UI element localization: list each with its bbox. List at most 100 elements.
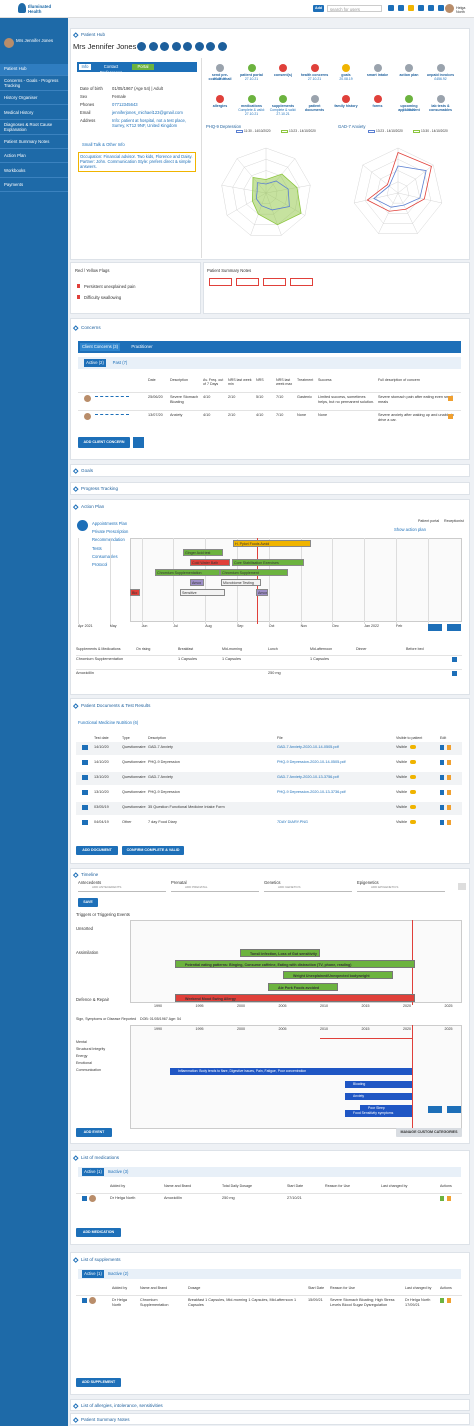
sidebar-item[interactable]: History Organiser <box>0 93 68 105</box>
edit-icon[interactable] <box>440 1196 444 1201</box>
category-input[interactable]: ADD ANTECEDENTS <box>78 885 166 892</box>
toggle[interactable] <box>410 790 416 794</box>
tab[interactable]: Info <box>79 64 91 70</box>
toggle[interactable] <box>410 745 416 749</box>
hub-action-icon[interactable] <box>217 42 227 51</box>
delete-icon[interactable] <box>447 760 451 765</box>
sidebar-item[interactable]: Patient Hub <box>0 64 68 76</box>
symptom-bar[interactable]: Inflammation: Body tends to flare, Diges… <box>170 1068 412 1075</box>
sidebar-item[interactable]: Medical History <box>0 108 68 120</box>
button[interactable]: ADD MEDICATION <box>76 1228 121 1237</box>
hub-action-icon[interactable] <box>183 42 192 51</box>
search[interactable]: search for users <box>327 5 382 12</box>
button[interactable]: CONFIRM COMPLETE & VALID <box>122 846 184 855</box>
hub-action-icon[interactable] <box>206 42 215 51</box>
hub-action-icon[interactable] <box>148 42 158 51</box>
edit-icon[interactable] <box>440 760 444 765</box>
edit-icon[interactable] <box>440 805 444 810</box>
hub-action-icon[interactable] <box>171 42 181 51</box>
event-bar[interactable]: Weekend Mood Swing Allergy <box>175 994 415 1002</box>
button[interactable]: MANAGE CUSTOM CATEGORIES <box>396 1128 462 1137</box>
sidebar-item[interactable]: Patient Summary Notes <box>0 137 68 149</box>
tab[interactable]: Contact Preferences <box>99 64 123 75</box>
gantt-bar[interactable]: H. Pylori Foods Avoid <box>233 540 311 547</box>
tab[interactable]: Practitioner Concerns <box>131 344 153 357</box>
event-bar[interactable]: Weight Unexplained/Unexpected bodyweight <box>283 971 393 979</box>
nav-button[interactable] <box>428 1106 442 1113</box>
symptom-bar[interactable]: Bloating <box>345 1080 412 1088</box>
delete-icon[interactable] <box>447 775 451 780</box>
delete-icon[interactable] <box>447 805 451 810</box>
edit-icon[interactable] <box>440 1298 444 1303</box>
toggle[interactable] <box>410 805 416 809</box>
event-bar[interactable]: Potential eating patterns: Binging, Cons… <box>175 960 415 968</box>
button[interactable]: Add <box>313 5 324 12</box>
sidebar-item[interactable]: Payments <box>0 180 68 192</box>
edit-icon[interactable] <box>440 745 444 750</box>
button[interactable]: ADD DOCUMENT <box>76 846 118 855</box>
category-input[interactable]: ADD GENETICS <box>264 885 352 892</box>
gantt-bar[interactable]: Chromium Supplementation <box>155 569 220 576</box>
category-input[interactable]: ADD EPIGENETICS <box>357 885 445 892</box>
subtab[interactable]: Past (7) <box>112 360 128 365</box>
gantt-bar[interactable]: Bio <box>130 589 140 596</box>
add-circle[interactable] <box>77 520 88 531</box>
gantt-bar[interactable]: Microbiome Testing <box>221 579 261 586</box>
tab[interactable]: Portal <box>132 64 154 70</box>
toggle[interactable] <box>410 760 416 764</box>
event-bar[interactable]: Ate Pork Foods avoided <box>268 983 338 991</box>
note-box[interactable] <box>263 278 286 286</box>
edit-icon[interactable] <box>440 790 444 795</box>
hub-action-icon[interactable] <box>137 42 146 51</box>
note-box[interactable] <box>209 278 232 286</box>
note-box[interactable] <box>290 278 313 286</box>
nav-button[interactable] <box>447 624 461 631</box>
tab[interactable]: Active (1) <box>82 1270 104 1278</box>
button[interactable]: ADD CLIENT CONCERN <box>78 437 130 448</box>
toggle[interactable] <box>410 820 416 824</box>
tab[interactable]: Active (1) <box>82 1168 104 1176</box>
nav-button[interactable] <box>428 624 442 631</box>
sidebar-item[interactable]: Concerns - Goals - Progress Tracking <box>0 76 68 91</box>
add-btn[interactable] <box>458 883 466 890</box>
category-input[interactable]: ADD PRENATAL <box>171 885 259 892</box>
button-icon[interactable] <box>133 437 144 448</box>
status-icon <box>405 95 413 103</box>
button[interactable]: ADD EVENT <box>76 1128 112 1137</box>
delete-icon[interactable] <box>447 820 451 825</box>
tab[interactable]: Inactive (2) <box>107 1271 129 1276</box>
button[interactable]: ADD SUPPLEMENT <box>76 1378 121 1387</box>
delete-icon[interactable] <box>447 1298 451 1303</box>
subtab[interactable]: Active (2) <box>84 359 106 367</box>
gantt-bar[interactable]: Amox <box>190 579 204 586</box>
hub-action-icon[interactable] <box>194 42 204 51</box>
delete-icon[interactable] <box>447 1196 451 1201</box>
edit-icon[interactable] <box>440 820 444 825</box>
symptom-bar[interactable]: Anxiety <box>345 1093 412 1100</box>
edit-icon[interactable] <box>452 657 457 662</box>
button[interactable]: SAVE <box>78 898 98 907</box>
symptom-bar[interactable]: Food Sensitivity symptoms <box>345 1110 412 1117</box>
symptom-bar[interactable]: Poor Sleep <box>360 1104 412 1112</box>
nav-button[interactable] <box>447 1106 461 1113</box>
edit-icon[interactable] <box>440 775 444 780</box>
sidebar-item[interactable]: Action Plan <box>0 151 68 163</box>
sidebar-item[interactable]: Workbooks <box>0 166 68 178</box>
gantt-bar[interactable]: Amox <box>256 589 268 596</box>
hub-action-icon[interactable] <box>160 42 169 51</box>
edit-icon[interactable] <box>452 671 457 676</box>
delete-icon[interactable] <box>447 790 451 795</box>
gantt-bar[interactable]: Chromium Supplement <box>220 569 288 576</box>
sidebar-item[interactable]: Diagnoses & Root Cause Explanation <box>0 120 68 135</box>
table-cell: Anxiety <box>170 413 183 417</box>
note-box[interactable] <box>236 278 259 286</box>
toggle[interactable] <box>410 775 416 779</box>
gantt-bar[interactable]: Ginger Acid test <box>183 549 223 556</box>
tab[interactable]: Inactive (3) <box>107 1169 129 1174</box>
tab[interactable]: Client Concerns (3) <box>80 343 120 351</box>
gantt-bar[interactable]: Core Stabilisation Exercises <box>232 559 304 566</box>
gantt-bar[interactable]: Sensitive <box>180 589 225 596</box>
gantt-bar[interactable]: Cold Water Bath <box>190 559 230 566</box>
event-bar[interactable]: Tonsil infection, Loss of Gut sensitivit… <box>240 949 320 957</box>
delete-icon[interactable] <box>447 745 451 750</box>
